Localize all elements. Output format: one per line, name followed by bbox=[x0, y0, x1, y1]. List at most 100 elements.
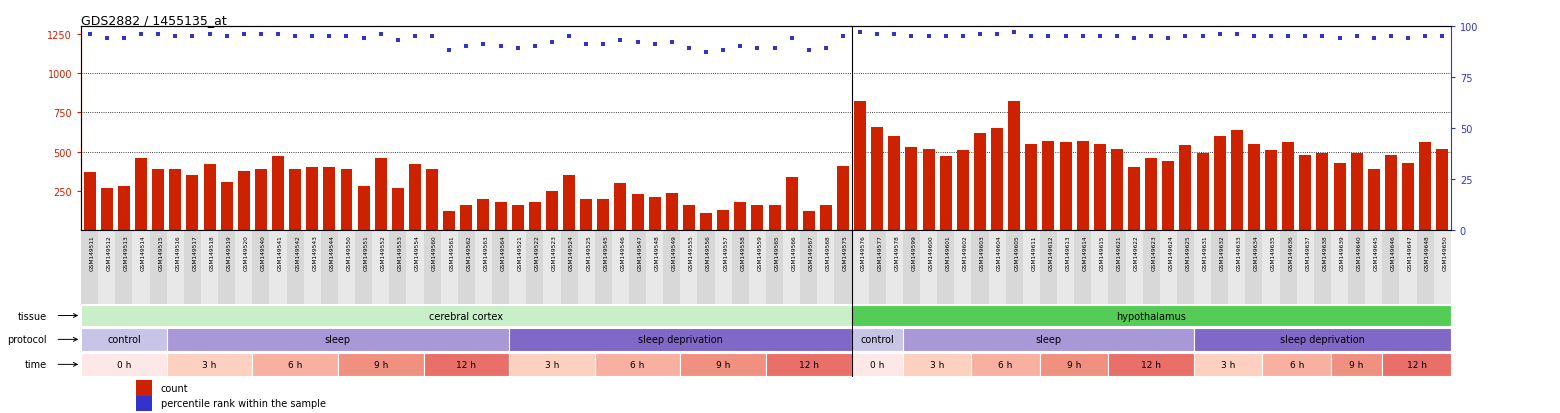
FancyBboxPatch shape bbox=[766, 353, 852, 376]
Point bbox=[1139, 34, 1164, 40]
FancyBboxPatch shape bbox=[253, 353, 339, 376]
Point bbox=[1431, 34, 1455, 40]
Text: GSM149563: GSM149563 bbox=[484, 235, 488, 270]
Point bbox=[1396, 36, 1421, 43]
Bar bbox=[597, 199, 610, 231]
FancyBboxPatch shape bbox=[236, 231, 253, 304]
Text: 0 h: 0 h bbox=[117, 360, 131, 369]
FancyBboxPatch shape bbox=[543, 231, 560, 304]
Text: 3 h: 3 h bbox=[544, 360, 558, 369]
Text: 6 h: 6 h bbox=[630, 360, 644, 369]
Bar bbox=[1179, 146, 1192, 231]
Bar bbox=[186, 176, 198, 231]
Text: GSM149555: GSM149555 bbox=[690, 235, 694, 270]
FancyBboxPatch shape bbox=[407, 231, 424, 304]
Text: GSM149520: GSM149520 bbox=[243, 235, 248, 270]
Point bbox=[471, 42, 496, 48]
Text: GSM149548: GSM149548 bbox=[655, 235, 660, 270]
Bar bbox=[1334, 163, 1346, 231]
Point bbox=[128, 32, 153, 38]
FancyBboxPatch shape bbox=[663, 231, 680, 304]
Point bbox=[420, 34, 445, 40]
Text: GSM149547: GSM149547 bbox=[638, 235, 643, 270]
Text: control: control bbox=[108, 335, 140, 344]
Text: GSM149612: GSM149612 bbox=[1048, 235, 1053, 270]
Text: GSM149541: GSM149541 bbox=[278, 235, 282, 270]
FancyBboxPatch shape bbox=[1193, 328, 1451, 351]
Text: time: time bbox=[25, 359, 47, 370]
Text: GSM149542: GSM149542 bbox=[295, 235, 300, 270]
FancyBboxPatch shape bbox=[81, 353, 167, 376]
FancyBboxPatch shape bbox=[509, 231, 526, 304]
Bar bbox=[1008, 102, 1020, 231]
FancyBboxPatch shape bbox=[1092, 231, 1109, 304]
Point bbox=[368, 32, 393, 38]
Text: GDS2882 / 1455135_at: GDS2882 / 1455135_at bbox=[81, 14, 226, 27]
Text: GSM149549: GSM149549 bbox=[672, 235, 677, 270]
Point bbox=[1173, 34, 1198, 40]
Text: GSM149634: GSM149634 bbox=[1254, 235, 1259, 270]
Bar bbox=[615, 184, 627, 231]
FancyBboxPatch shape bbox=[749, 231, 766, 304]
Bar bbox=[735, 202, 746, 231]
Bar bbox=[1402, 163, 1413, 231]
Text: GSM149560: GSM149560 bbox=[432, 235, 437, 270]
Point bbox=[454, 44, 479, 50]
Text: GSM149515: GSM149515 bbox=[158, 235, 164, 270]
FancyBboxPatch shape bbox=[1211, 231, 1228, 304]
Text: 9 h: 9 h bbox=[1067, 360, 1081, 369]
Bar bbox=[1299, 155, 1312, 231]
Text: GSM149513: GSM149513 bbox=[123, 235, 129, 270]
Point bbox=[162, 34, 187, 40]
FancyBboxPatch shape bbox=[835, 231, 852, 304]
Bar bbox=[1076, 141, 1089, 231]
Bar bbox=[1128, 168, 1140, 231]
Bar bbox=[512, 206, 524, 231]
Bar bbox=[495, 202, 507, 231]
FancyBboxPatch shape bbox=[972, 353, 1041, 376]
Bar bbox=[170, 170, 181, 231]
Point bbox=[778, 36, 803, 43]
FancyBboxPatch shape bbox=[509, 328, 852, 351]
Bar bbox=[237, 171, 250, 231]
FancyBboxPatch shape bbox=[356, 231, 373, 304]
Point bbox=[300, 34, 324, 40]
Point bbox=[540, 40, 565, 47]
Point bbox=[984, 32, 1009, 38]
Point bbox=[94, 36, 119, 43]
FancyBboxPatch shape bbox=[218, 231, 236, 304]
Point bbox=[1259, 34, 1284, 40]
Bar bbox=[1214, 137, 1226, 231]
FancyBboxPatch shape bbox=[184, 231, 201, 304]
Bar bbox=[718, 210, 729, 231]
Point bbox=[761, 46, 786, 52]
FancyBboxPatch shape bbox=[680, 353, 766, 376]
Text: 3 h: 3 h bbox=[930, 360, 944, 369]
Text: GSM149599: GSM149599 bbox=[911, 235, 916, 270]
FancyBboxPatch shape bbox=[1365, 231, 1382, 304]
Text: GSM149551: GSM149551 bbox=[363, 235, 368, 270]
Bar bbox=[1145, 159, 1158, 231]
Bar bbox=[357, 187, 370, 231]
FancyBboxPatch shape bbox=[852, 305, 1451, 326]
Bar bbox=[1162, 162, 1175, 231]
Bar bbox=[580, 199, 593, 231]
Text: GSM149519: GSM149519 bbox=[226, 235, 231, 270]
Text: GSM149637: GSM149637 bbox=[1306, 235, 1310, 270]
Bar bbox=[271, 157, 284, 231]
Text: 6 h: 6 h bbox=[289, 360, 303, 369]
Text: GSM149603: GSM149603 bbox=[980, 235, 984, 270]
Bar bbox=[649, 198, 661, 231]
FancyBboxPatch shape bbox=[869, 231, 886, 304]
Bar bbox=[939, 157, 952, 231]
FancyBboxPatch shape bbox=[1331, 353, 1382, 376]
FancyBboxPatch shape bbox=[955, 231, 972, 304]
Bar bbox=[803, 212, 814, 231]
Text: GSM149638: GSM149638 bbox=[1323, 235, 1328, 270]
Text: GSM149544: GSM149544 bbox=[329, 235, 334, 270]
Bar bbox=[973, 133, 986, 231]
FancyBboxPatch shape bbox=[852, 328, 903, 351]
FancyBboxPatch shape bbox=[321, 231, 339, 304]
FancyBboxPatch shape bbox=[560, 231, 577, 304]
FancyBboxPatch shape bbox=[783, 231, 800, 304]
